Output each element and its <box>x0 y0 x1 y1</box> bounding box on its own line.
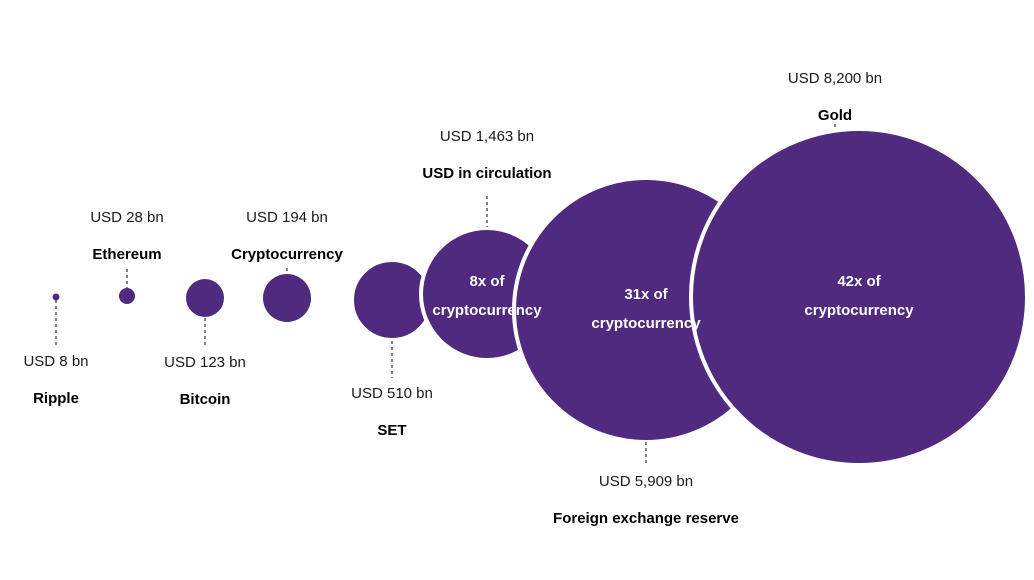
name-label-cryptocurrency: Cryptocurrency <box>231 246 343 263</box>
name-label-set: SET <box>377 422 406 439</box>
bubble-bitcoin <box>186 279 224 317</box>
name-label-ripple: Ripple <box>33 390 79 407</box>
name-label-ethereum: Ethereum <box>92 246 161 263</box>
name-label-foreign-exchange-reserve: Foreign exchange reserve <box>553 510 739 527</box>
bubble-cryptocurrency <box>263 274 311 322</box>
name-label-bitcoin: Bitcoin <box>180 391 231 408</box>
bubble-gold <box>689 127 1029 467</box>
value-label-gold: USD 8,200 bn <box>788 70 882 87</box>
name-label-usd-in-circulation: USD in circulation <box>422 165 551 182</box>
value-label-ethereum: USD 28 bn <box>90 209 163 226</box>
value-label-set: USD 510 bn <box>351 385 433 402</box>
name-label-gold: Gold <box>818 107 852 124</box>
bubble-ethereum <box>119 288 135 304</box>
value-label-foreign-exchange-reserve: USD 5,909 bn <box>599 473 693 490</box>
value-label-ripple: USD 8 bn <box>23 353 88 370</box>
value-label-cryptocurrency: USD 194 bn <box>246 209 328 226</box>
bubble-ripple <box>52 293 60 301</box>
multiple-label-foreign-exchange-reserve: 31x of cryptocurrency <box>591 286 701 332</box>
multiple-label-gold: 42x of cryptocurrency <box>804 273 914 319</box>
value-label-bitcoin: USD 123 bn <box>164 354 246 371</box>
multiple-label-usd-in-circulation: 8x of cryptocurrency <box>432 273 542 319</box>
value-label-usd-in-circulation: USD 1,463 bn <box>440 128 534 145</box>
